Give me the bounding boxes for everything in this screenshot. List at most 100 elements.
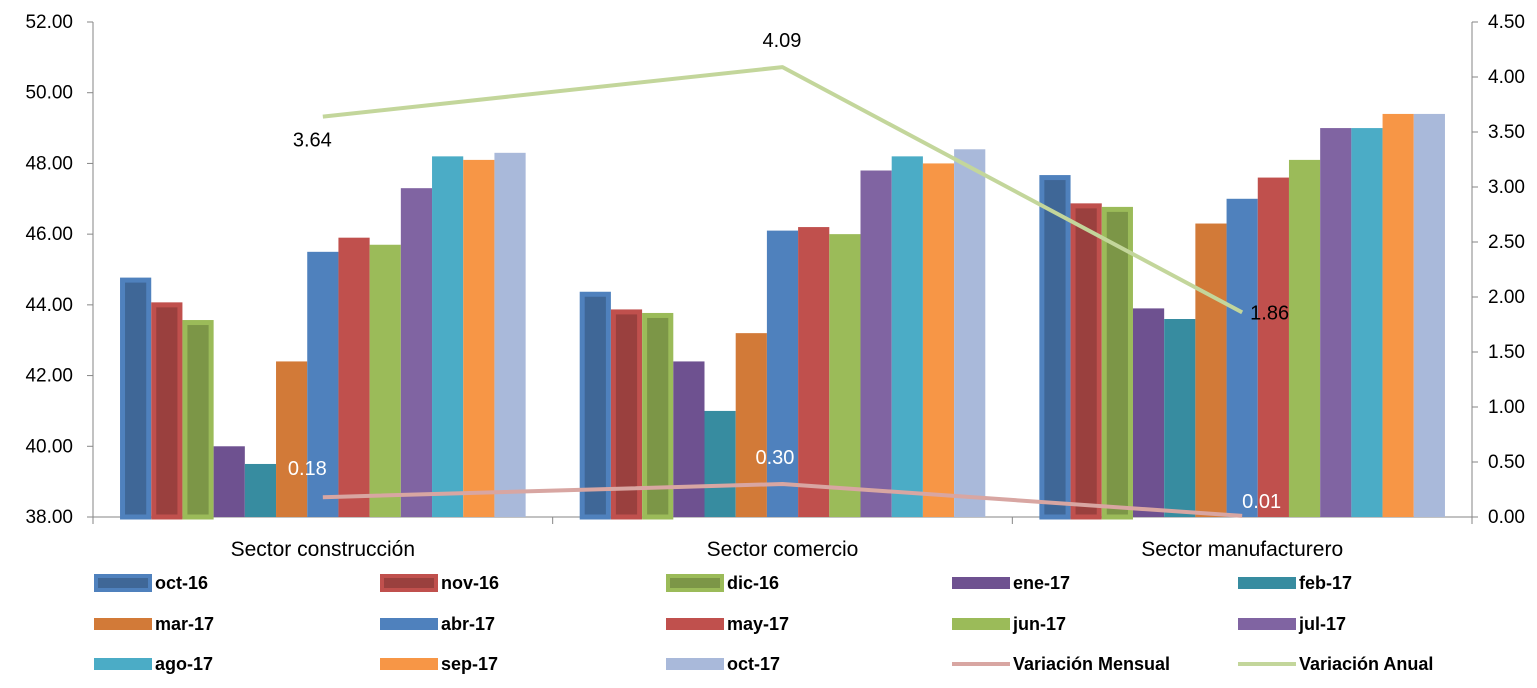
legend-swatch [94,574,152,592]
y-tick-label: 38.00 [25,507,73,528]
legend-swatch [380,574,438,592]
y2-tick-label: 4.50 [1488,12,1525,33]
bar [860,170,892,517]
bar [244,463,277,517]
legend-label: jun-17 [1012,614,1066,634]
legend-swatch [952,577,1010,589]
legend-label: sep-17 [441,654,498,674]
legend-label: abr-17 [441,614,495,634]
y-tick-label: 46.00 [25,224,73,245]
bar [1351,128,1383,518]
legend-swatch [380,658,438,670]
bar [1320,128,1352,518]
bar [1195,223,1227,518]
legend-swatch [666,574,724,592]
bars [120,113,1445,520]
bar [1164,319,1196,517]
bar [766,230,799,517]
data-label: 0.30 [756,447,795,469]
legend-swatch [666,618,724,630]
legend-label: ago-17 [155,654,213,674]
bar [400,188,433,517]
legend-label: Variación Anual [1299,654,1433,674]
bar [642,312,674,520]
legend-label: oct-17 [727,654,780,674]
bar [494,152,526,518]
y2-tick-label: 0.50 [1488,452,1525,473]
bar [579,291,611,520]
legend-label: feb-17 [1299,573,1352,593]
bar [276,361,308,517]
y2-tick-label: 2.50 [1488,232,1525,253]
bar [432,156,464,517]
category-label: Sector manufacturero [1141,538,1343,561]
legend-swatch [380,618,438,630]
data-label: 0.01 [1242,491,1281,513]
legend-swatch [1238,618,1296,630]
bar [369,244,401,517]
y2-tick-label: 0.00 [1488,507,1525,528]
y-tick-label: 50.00 [25,83,73,104]
legend-label: mar-17 [155,614,214,634]
lines: 0.18 0.30 0.01 3.64 4.09 1.86 [288,30,1289,518]
bar [704,410,736,517]
legend-swatch [94,618,152,630]
bar [1101,206,1133,520]
legend-swatch [952,618,1010,630]
bar [213,446,245,517]
bar [1039,175,1071,520]
category-label: Sector comercio [707,538,859,561]
y-tick-label: 52.00 [25,12,73,33]
bar [1413,113,1445,517]
bar [735,333,767,517]
y2-tick-label: 3.50 [1488,122,1525,143]
legend-label: nov-16 [441,573,499,593]
bar [1132,308,1165,517]
y-tick-label: 44.00 [25,295,73,316]
bar [151,302,183,520]
bar [120,277,152,520]
bar [673,361,705,517]
series-line [322,65,1244,315]
legend-label: may-17 [727,614,789,634]
legend-label: dic-16 [727,573,779,593]
y2-tick-label: 3.00 [1488,177,1525,198]
y-tick-label: 42.00 [25,366,73,387]
legend-swatch [666,658,724,670]
legend-label: jul-17 [1298,614,1346,634]
legend-label: Variación Mensual [1013,654,1170,674]
bar [463,159,495,517]
bar [1382,113,1414,517]
bar [1257,177,1289,518]
bar [307,251,339,518]
y2-tick-label: 1.50 [1488,342,1525,363]
bar [182,320,214,520]
bar [922,163,955,517]
bar [829,234,861,517]
bar [338,237,370,517]
legend-label: ene-17 [1013,573,1070,593]
bar [1070,203,1102,520]
legend-label: oct-16 [155,573,208,593]
y2-tick-label: 2.00 [1488,287,1525,308]
bar [1288,159,1321,517]
y-tick-label: 48.00 [25,153,73,174]
bar [610,309,643,520]
axes: 38.00 40.00 42.00 44.00 46.00 48.00 50.00 52.00… [25,12,1525,561]
bar [891,156,923,517]
bar [954,149,986,518]
legend-swatch [94,658,152,670]
legend-swatch [1238,577,1296,589]
data-label: 1.86 [1250,302,1289,324]
y-tick-label: 40.00 [25,436,73,457]
category-label: Sector construcción [231,538,415,561]
bar [798,227,830,518]
y2-tick-label: 4.00 [1488,67,1525,88]
bar [1226,198,1258,518]
data-label: 3.64 [293,130,332,152]
data-label: 0.18 [288,458,327,480]
y2-tick-label: 1.00 [1488,397,1525,418]
series-line [322,482,1243,518]
legend: oct-16 nov-16 dic-16 ene-17 feb-17 mar-17 abr-… [94,573,1433,674]
